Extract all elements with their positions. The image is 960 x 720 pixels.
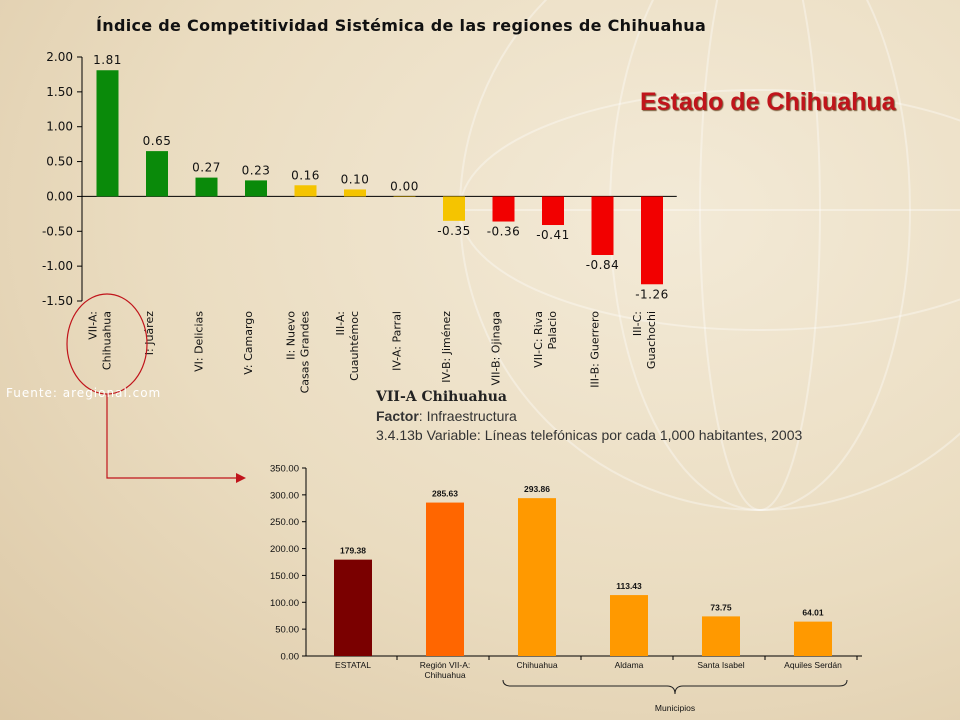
factor-label: Factor — [376, 408, 419, 424]
factor-line: Factor: Infraestructura — [376, 407, 802, 426]
variable-line: 3.4.13b Variable: Líneas telefónicas por… — [376, 427, 803, 443]
region-name: VII-A Chihuahua — [376, 389, 508, 405]
source-note: Fuente: aregional.com — [6, 386, 162, 400]
variable-description: VII-A Chihuahua Factor: Infraestructura … — [376, 388, 802, 445]
chart-title: Índice de Competitividad Sistémica de la… — [96, 16, 707, 35]
factor-value: : Infraestructura — [418, 408, 517, 424]
state-title: Estado de Chihuahua — [640, 88, 896, 116]
